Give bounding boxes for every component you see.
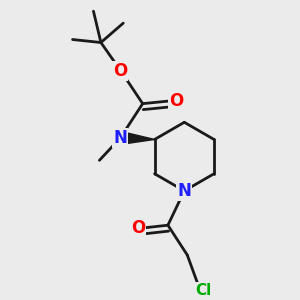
- Text: O: O: [169, 92, 183, 110]
- Text: N: N: [177, 182, 191, 200]
- Text: Cl: Cl: [196, 283, 212, 298]
- Polygon shape: [120, 131, 154, 145]
- Text: O: O: [131, 219, 145, 237]
- Text: N: N: [113, 129, 127, 147]
- Text: O: O: [113, 62, 127, 80]
